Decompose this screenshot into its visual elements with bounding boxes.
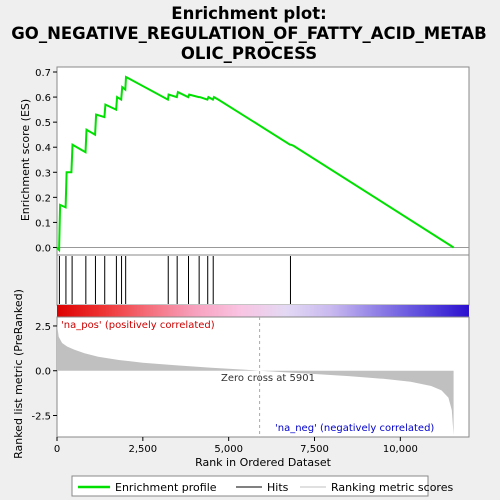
chart-title-line-3: OLIC_PROCESS: [181, 44, 317, 63]
es-ytick-label: 0.4: [35, 143, 51, 154]
chart-title-line-1: Enrichment plot:: [171, 4, 326, 23]
ranked-ytick-label: 0.0: [35, 367, 51, 378]
hits-panel: [56, 254, 470, 306]
ranked-ylabel: Ranked list metric (PreRanked): [12, 289, 25, 459]
zero-cross-label: Zero cross at 5901: [221, 373, 315, 384]
xtick-label: 0: [54, 444, 60, 455]
xtick-label: 10,000: [383, 444, 418, 455]
es-ylabel: Enrichment score (ES): [19, 99, 32, 221]
xtick-label: 5,000: [214, 444, 243, 455]
ranking-colorbar: [57, 305, 469, 317]
legend-enrichment-profile-label: Enrichment profile: [115, 481, 217, 494]
chart-title-line-2: GO_NEGATIVE_REGULATION_OF_FATTY_ACID_MET…: [11, 24, 487, 43]
hits-group: [58, 256, 291, 304]
es-panel: [56, 66, 470, 256]
ranked-ytick-label: -2.5: [31, 412, 51, 423]
es-ytick-label: 0.2: [35, 193, 51, 204]
ranked-ytick-label: 2.5: [35, 322, 51, 333]
es-ytick-label: 0.0: [35, 243, 51, 254]
legend-ranking-metric-label: Ranking metric scores: [331, 481, 453, 494]
es-ytick-label: 0.6: [35, 93, 51, 104]
legend-box: [71, 475, 429, 497]
pos-label: 'na_pos' (positively correlated): [61, 320, 215, 331]
neg-label: 'na_neg' (negatively correlated): [275, 423, 434, 434]
es-ytick-label: 0.1: [35, 218, 51, 229]
xtick-label: 7,500: [300, 444, 329, 455]
es-ytick-label: 0.7: [35, 68, 51, 79]
es-ytick-label: 0.3: [35, 168, 51, 179]
enrichment-profile-line: [56, 75, 455, 253]
legend-hits-label: Hits: [267, 481, 289, 494]
es-ytick-label: 0.5: [35, 118, 51, 129]
xtick-label: 2,500: [129, 444, 158, 455]
xlabel: Rank in Ordered Dataset: [195, 456, 332, 469]
